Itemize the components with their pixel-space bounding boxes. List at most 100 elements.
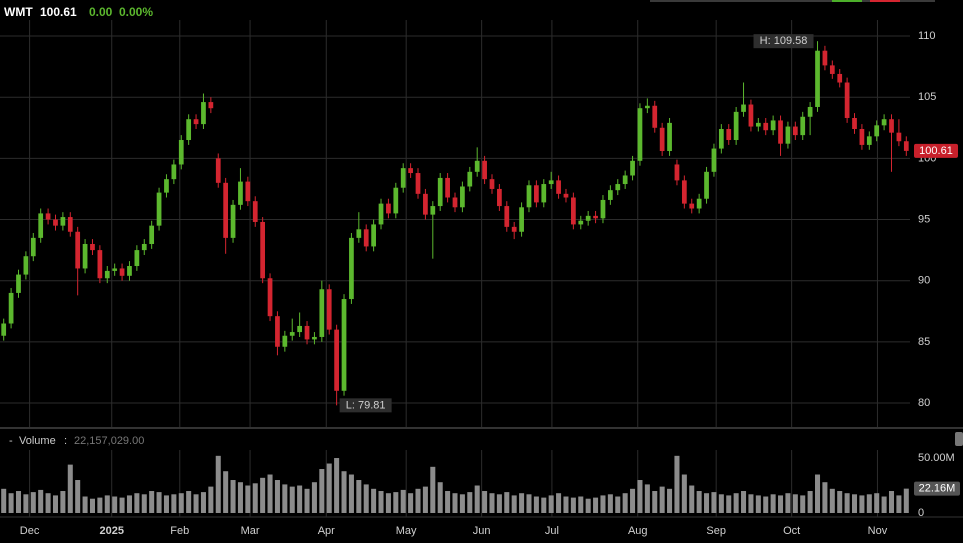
volume-bar [304,488,310,513]
candle-body [585,215,591,221]
candle-body [726,128,732,141]
volume-bar [97,497,103,513]
candle-body [482,160,487,180]
volume-bar [681,474,687,513]
volume-bar [52,495,59,513]
volume-bar [363,484,369,513]
x-tick-label: Sep [706,525,726,537]
candle-body [526,185,532,208]
volume-bar [489,493,495,513]
candle-body [119,268,125,276]
volume-bar [541,497,547,513]
volume-bar [615,496,621,513]
volume-bar [726,495,732,513]
candle-body [378,203,384,225]
volume-collapse[interactable]: - [9,435,13,447]
y-tick-label: 105 [918,91,936,103]
volume-bar [696,491,702,513]
candle-body [681,180,687,204]
volume-bar [519,493,525,513]
high-label-box [753,34,814,49]
candle-body [689,203,695,209]
candle-body [460,186,465,208]
candle-body [467,171,473,187]
volume-bar [844,493,850,513]
candle-body [556,180,561,194]
candle-body [386,203,391,214]
candle-body [67,217,73,232]
candle-body [437,177,443,207]
volume-bar [652,491,658,513]
candle-body [260,221,266,279]
candle-body [326,289,332,330]
x-tick-label: Dec [20,525,40,537]
last-price-label: 100.61 [919,145,953,157]
candle-body [8,292,14,324]
candle-body [282,335,288,347]
volume-bar [149,491,155,513]
volume-bar [348,474,354,513]
volume-bar [674,455,680,513]
volume-bar [859,495,865,513]
x-tick-label: 2025 [99,525,123,537]
candle-body [622,175,628,185]
candle-body [452,197,458,208]
volume-bar [45,493,51,513]
volume-bar [733,493,739,513]
volume-bar [385,493,391,513]
toolbar-button[interactable] [832,0,862,2]
candle-body [90,243,95,251]
candle-body [127,266,132,276]
candle-body [341,299,347,391]
volume-bar [496,494,502,513]
volume-title: Volume [19,435,56,447]
toolbar-button[interactable] [870,0,900,2]
candle-body [548,180,554,185]
volume-bar [548,495,554,513]
candle-body [267,278,273,317]
last-price: 100.61 [40,5,77,19]
volume-bar [8,493,14,513]
volume-bar [511,495,517,513]
volume-bar [741,491,747,513]
x-tick-label: Aug [628,525,648,537]
candle-body [889,119,894,133]
volume-bar [393,492,399,513]
volume-bar [482,491,488,513]
volume-bar [89,498,95,513]
candle-body [704,171,709,199]
volume-bar [400,489,406,513]
last-price-tag [914,143,958,158]
candle-body [497,188,502,207]
candle-body [445,177,450,198]
volume-bar [371,488,377,513]
candle-body [563,193,569,198]
volume-bar [792,494,798,513]
candle-body [763,122,769,131]
candle-body [193,119,199,125]
volume-bar [578,496,584,513]
volume-bar [245,485,251,513]
candle-body [423,193,428,215]
panel-handle[interactable] [955,432,963,446]
candle-body [245,181,251,202]
candle-body [415,173,421,194]
volume-bar [415,488,421,513]
volume-bar [119,497,125,513]
volume-bar [659,486,665,513]
candle-body [134,250,140,267]
candle-body [755,122,761,127]
candle-body [252,201,258,222]
volume-bar [252,483,258,513]
volume-bar [815,474,821,513]
volume-bar [903,488,909,513]
volume-bar [467,492,473,513]
candle-body [815,50,820,107]
candle-body [30,237,36,257]
candle-body [16,274,21,293]
candle-body [711,148,717,172]
candle-body [215,158,221,183]
candle-body [178,140,184,165]
